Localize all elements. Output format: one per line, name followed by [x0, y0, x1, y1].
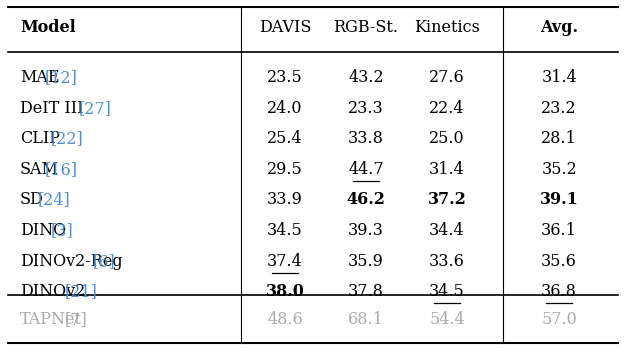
Text: [6]: [6] — [93, 253, 116, 270]
Text: DAVIS: DAVIS — [259, 19, 311, 36]
Text: SD: SD — [20, 191, 44, 209]
Text: [3]: [3] — [51, 222, 74, 239]
Text: [22]: [22] — [51, 131, 84, 147]
Text: 38.0: 38.0 — [265, 283, 304, 300]
Text: TAPNet: TAPNet — [20, 310, 82, 328]
Text: 34.5: 34.5 — [267, 222, 303, 239]
Text: 44.7: 44.7 — [348, 161, 384, 178]
Text: DINOv2: DINOv2 — [20, 283, 85, 300]
Text: 25.4: 25.4 — [267, 131, 303, 147]
Text: 68.1: 68.1 — [348, 310, 384, 328]
Text: 23.2: 23.2 — [541, 100, 577, 117]
Text: [12]: [12] — [44, 69, 77, 86]
Text: 39.1: 39.1 — [540, 191, 578, 209]
Text: 39.3: 39.3 — [348, 222, 384, 239]
Text: Kinetics: Kinetics — [414, 19, 480, 36]
Text: 31.4: 31.4 — [541, 69, 577, 86]
Text: 29.5: 29.5 — [267, 161, 303, 178]
Text: 33.9: 33.9 — [267, 191, 303, 209]
Text: 23.3: 23.3 — [348, 100, 384, 117]
Text: 22.4: 22.4 — [429, 100, 464, 117]
Text: 48.6: 48.6 — [267, 310, 303, 328]
Text: 35.2: 35.2 — [541, 161, 577, 178]
Text: 46.2: 46.2 — [346, 191, 386, 209]
Text: 57.0: 57.0 — [541, 310, 577, 328]
Text: DeIT III: DeIT III — [20, 100, 84, 117]
Text: 36.8: 36.8 — [541, 283, 577, 300]
Text: 33.6: 33.6 — [429, 253, 465, 270]
Text: 31.4: 31.4 — [429, 161, 465, 178]
Text: 43.2: 43.2 — [348, 69, 384, 86]
Text: SAM: SAM — [20, 161, 59, 178]
Text: [16]: [16] — [44, 161, 77, 178]
Text: Model: Model — [20, 19, 76, 36]
Text: 34.5: 34.5 — [429, 283, 465, 300]
Text: [27]: [27] — [79, 100, 112, 117]
Text: DINOv2-Reg: DINOv2-Reg — [20, 253, 123, 270]
Text: Avg.: Avg. — [540, 19, 578, 36]
Text: MAE: MAE — [20, 69, 59, 86]
Text: 37.4: 37.4 — [267, 253, 303, 270]
Text: 35.6: 35.6 — [541, 253, 577, 270]
Text: 36.1: 36.1 — [541, 222, 577, 239]
Text: 54.4: 54.4 — [429, 310, 465, 328]
Text: [7]: [7] — [65, 310, 88, 328]
Text: 27.6: 27.6 — [429, 69, 465, 86]
Text: 33.8: 33.8 — [348, 131, 384, 147]
Text: 35.9: 35.9 — [348, 253, 384, 270]
Text: [21]: [21] — [65, 283, 98, 300]
Text: 37.8: 37.8 — [348, 283, 384, 300]
Text: 37.2: 37.2 — [428, 191, 466, 209]
Text: RGB-St.: RGB-St. — [334, 19, 399, 36]
Text: [24]: [24] — [37, 191, 70, 209]
Text: 24.0: 24.0 — [267, 100, 303, 117]
Text: DINO: DINO — [20, 222, 66, 239]
Text: 23.5: 23.5 — [267, 69, 303, 86]
Text: 28.1: 28.1 — [541, 131, 577, 147]
Text: 25.0: 25.0 — [429, 131, 465, 147]
Text: 34.4: 34.4 — [429, 222, 465, 239]
Text: CLIP: CLIP — [20, 131, 60, 147]
